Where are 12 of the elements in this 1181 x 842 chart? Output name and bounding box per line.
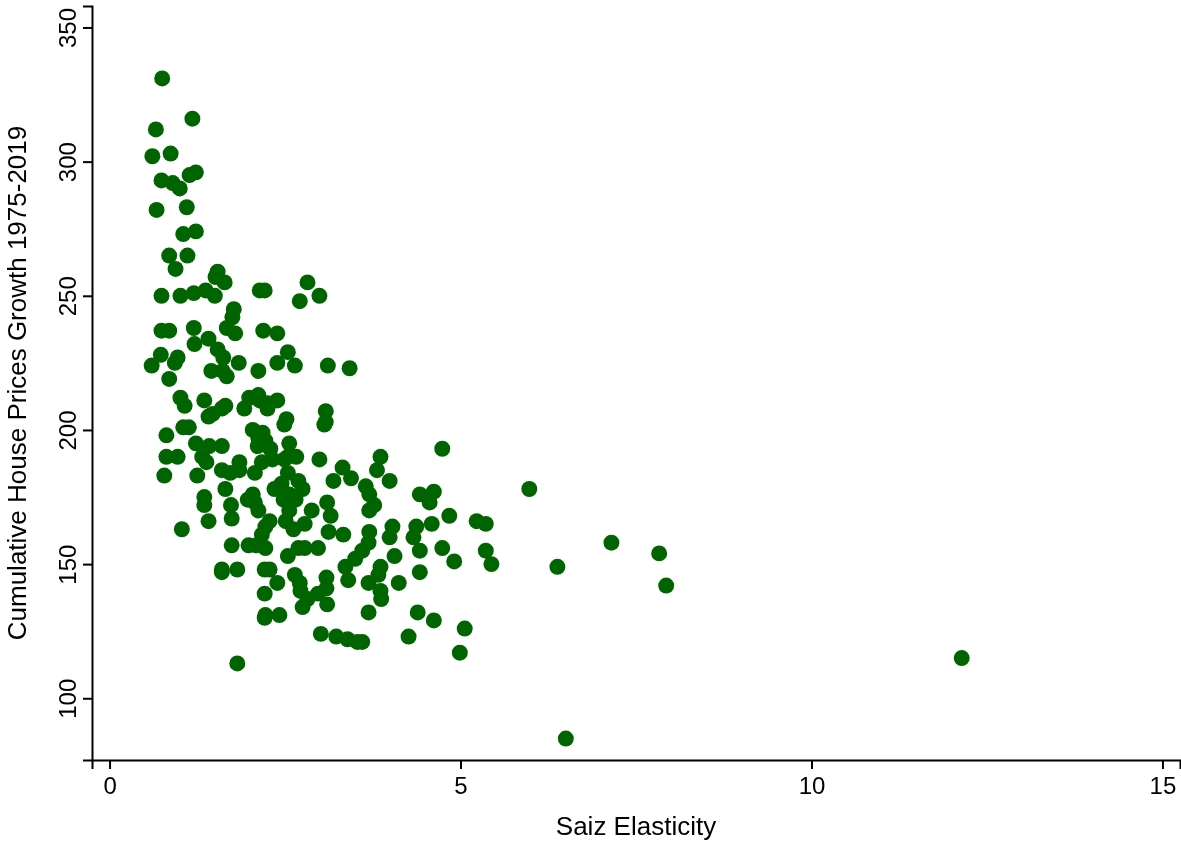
y-axis-title: Cumulative House Prices Growth 1975-2019 — [2, 125, 32, 641]
x-tick-label: 15 — [1149, 771, 1177, 799]
y-tick-label: 200 — [54, 410, 81, 451]
y-tick-label: 150 — [54, 544, 81, 585]
x-tick-label: 10 — [798, 771, 826, 799]
x-tick-label: 5 — [454, 771, 468, 799]
y-tick-label: 100 — [54, 678, 81, 719]
x-tick-label: 0 — [103, 771, 117, 799]
y-tick-label: 350 — [54, 7, 81, 48]
y-tick-label: 300 — [54, 142, 81, 183]
x-axis-title: Saiz Elasticity — [555, 811, 717, 841]
y-tick-label: 250 — [54, 276, 81, 317]
